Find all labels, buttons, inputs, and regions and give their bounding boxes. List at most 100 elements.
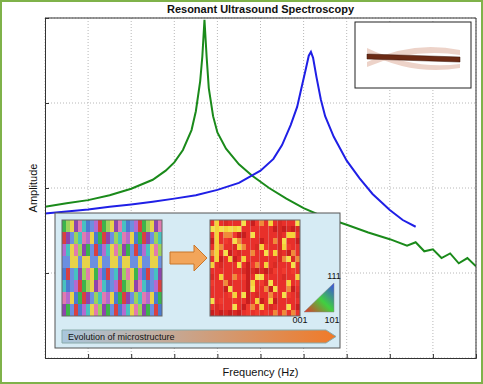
grain	[82, 220, 86, 232]
tick	[45, 103, 49, 104]
tick-mark	[261, 354, 262, 358]
grain	[150, 220, 154, 232]
grain	[146, 268, 150, 280]
grain	[246, 274, 251, 280]
grain	[233, 232, 238, 238]
grain	[246, 310, 251, 316]
grain	[260, 238, 265, 244]
grain	[154, 244, 158, 256]
grain	[251, 286, 256, 292]
grain	[273, 232, 278, 238]
grain	[142, 244, 146, 256]
grain	[70, 256, 74, 268]
grain	[255, 292, 260, 298]
grain	[251, 268, 256, 274]
grain	[74, 220, 78, 232]
grain	[126, 304, 130, 316]
grain	[154, 304, 158, 316]
grain	[98, 256, 102, 268]
grain	[246, 280, 251, 286]
grain	[118, 268, 122, 280]
grain	[237, 304, 242, 310]
grain	[114, 220, 118, 232]
grain	[150, 292, 154, 304]
grain	[278, 226, 283, 232]
grain	[94, 244, 98, 256]
grain	[82, 268, 86, 280]
image-frame	[210, 220, 300, 316]
grain	[126, 280, 130, 292]
evolved-microstructure	[210, 220, 300, 316]
grain	[210, 256, 215, 262]
grain	[224, 220, 229, 226]
grain	[215, 238, 220, 244]
grain	[78, 232, 82, 244]
grain	[287, 286, 292, 292]
grain	[251, 220, 256, 226]
grain	[296, 298, 301, 304]
grain	[291, 304, 296, 310]
grain	[282, 220, 287, 226]
grain	[273, 226, 278, 232]
grain	[98, 232, 102, 244]
grain	[224, 268, 229, 274]
grain	[237, 310, 242, 316]
grain	[242, 268, 247, 274]
grain	[74, 268, 78, 280]
grain	[269, 226, 274, 232]
grain	[273, 286, 278, 292]
y-axis	[45, 19, 49, 359]
grain	[296, 232, 301, 238]
grain	[242, 244, 247, 250]
grain	[246, 298, 251, 304]
grain	[282, 262, 287, 268]
grain	[273, 250, 278, 256]
grain	[82, 304, 86, 316]
grain	[273, 220, 278, 226]
grid	[45, 18, 476, 358]
tick-mark	[45, 358, 49, 359]
grain	[282, 310, 287, 316]
grain	[122, 304, 126, 316]
grain	[126, 256, 130, 268]
grain	[215, 256, 220, 262]
grain	[251, 232, 256, 238]
initial-microstructure	[62, 220, 162, 316]
grain	[255, 226, 260, 232]
microstructure-inset: 111001101Evolution of microstructure	[55, 213, 341, 348]
grain	[210, 280, 215, 286]
grain	[62, 280, 66, 292]
grain	[237, 226, 242, 232]
grain	[260, 262, 265, 268]
grain	[287, 268, 292, 274]
grain	[242, 292, 247, 298]
grain	[102, 232, 106, 244]
grain	[278, 262, 283, 268]
grain	[215, 226, 220, 232]
grain	[264, 274, 269, 280]
grain	[210, 286, 215, 292]
grain	[224, 232, 229, 238]
grain	[78, 244, 82, 256]
grain	[110, 232, 114, 244]
grain	[233, 304, 238, 310]
grain	[224, 238, 229, 244]
grain	[260, 220, 265, 226]
grain	[70, 232, 74, 244]
tick	[347, 354, 348, 358]
grain	[215, 262, 220, 268]
grain	[215, 220, 220, 226]
grain	[224, 292, 229, 298]
grain	[102, 256, 106, 268]
grain	[242, 286, 247, 292]
grain	[278, 292, 283, 298]
tick	[88, 354, 89, 358]
grain	[134, 304, 138, 316]
grain	[102, 304, 106, 316]
grain	[98, 280, 102, 292]
grain	[146, 280, 150, 292]
grain	[114, 268, 118, 280]
grain	[260, 244, 265, 250]
grain	[269, 232, 274, 238]
grain	[150, 280, 154, 292]
